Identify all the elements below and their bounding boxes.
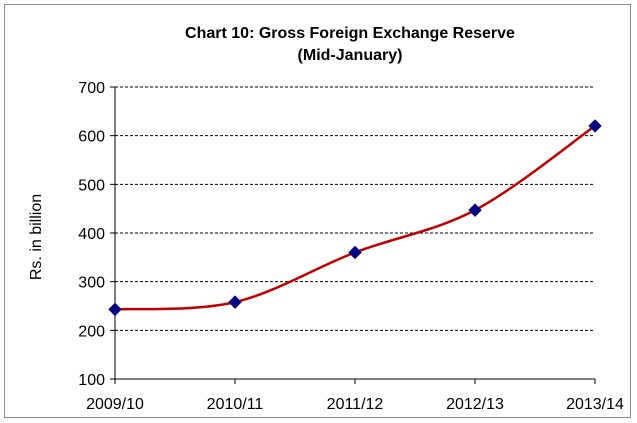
x-tick-label: 2012/13 (446, 396, 504, 413)
gridlines (115, 86, 595, 331)
y-tick-label: 600 (78, 129, 105, 146)
x-tick-label: 2011/12 (327, 396, 384, 413)
data-point-marker (588, 119, 602, 133)
series-reserve (108, 119, 602, 317)
y-tick-label: 300 (78, 275, 105, 292)
chart-subtitle: (Mid-January) (298, 47, 403, 64)
chart-title: Chart 10: Gross Foreign Exchange Reserve (185, 25, 515, 42)
y-axis-title: Rs. in billion (28, 194, 45, 280)
line-chart: Chart 10: Gross Foreign Exchange Reserve… (28, 25, 624, 413)
y-tick-label: 700 (78, 80, 105, 97)
x-axis-ticks: 2009/10 2010/11 2011/12 2012/13 2013/14 (86, 379, 624, 413)
y-tick-label: 100 (78, 372, 105, 389)
y-tick-label: 400 (78, 226, 105, 243)
chart-frame: Chart 10: Gross Foreign Exchange Reserve… (4, 4, 631, 418)
x-tick-label: 2009/10 (86, 396, 144, 413)
y-tick-label: 500 (78, 177, 105, 194)
data-point-marker (108, 302, 122, 317)
data-point-marker (348, 245, 362, 260)
data-point-marker (468, 203, 482, 217)
y-tick-label: 200 (78, 323, 105, 340)
x-tick-label: 2013/14 (566, 396, 624, 413)
x-tick-label: 2010/11 (207, 396, 264, 413)
data-point-marker (228, 295, 242, 309)
y-axis-ticks: 100 200 300 400 500 600 700 (78, 80, 115, 389)
